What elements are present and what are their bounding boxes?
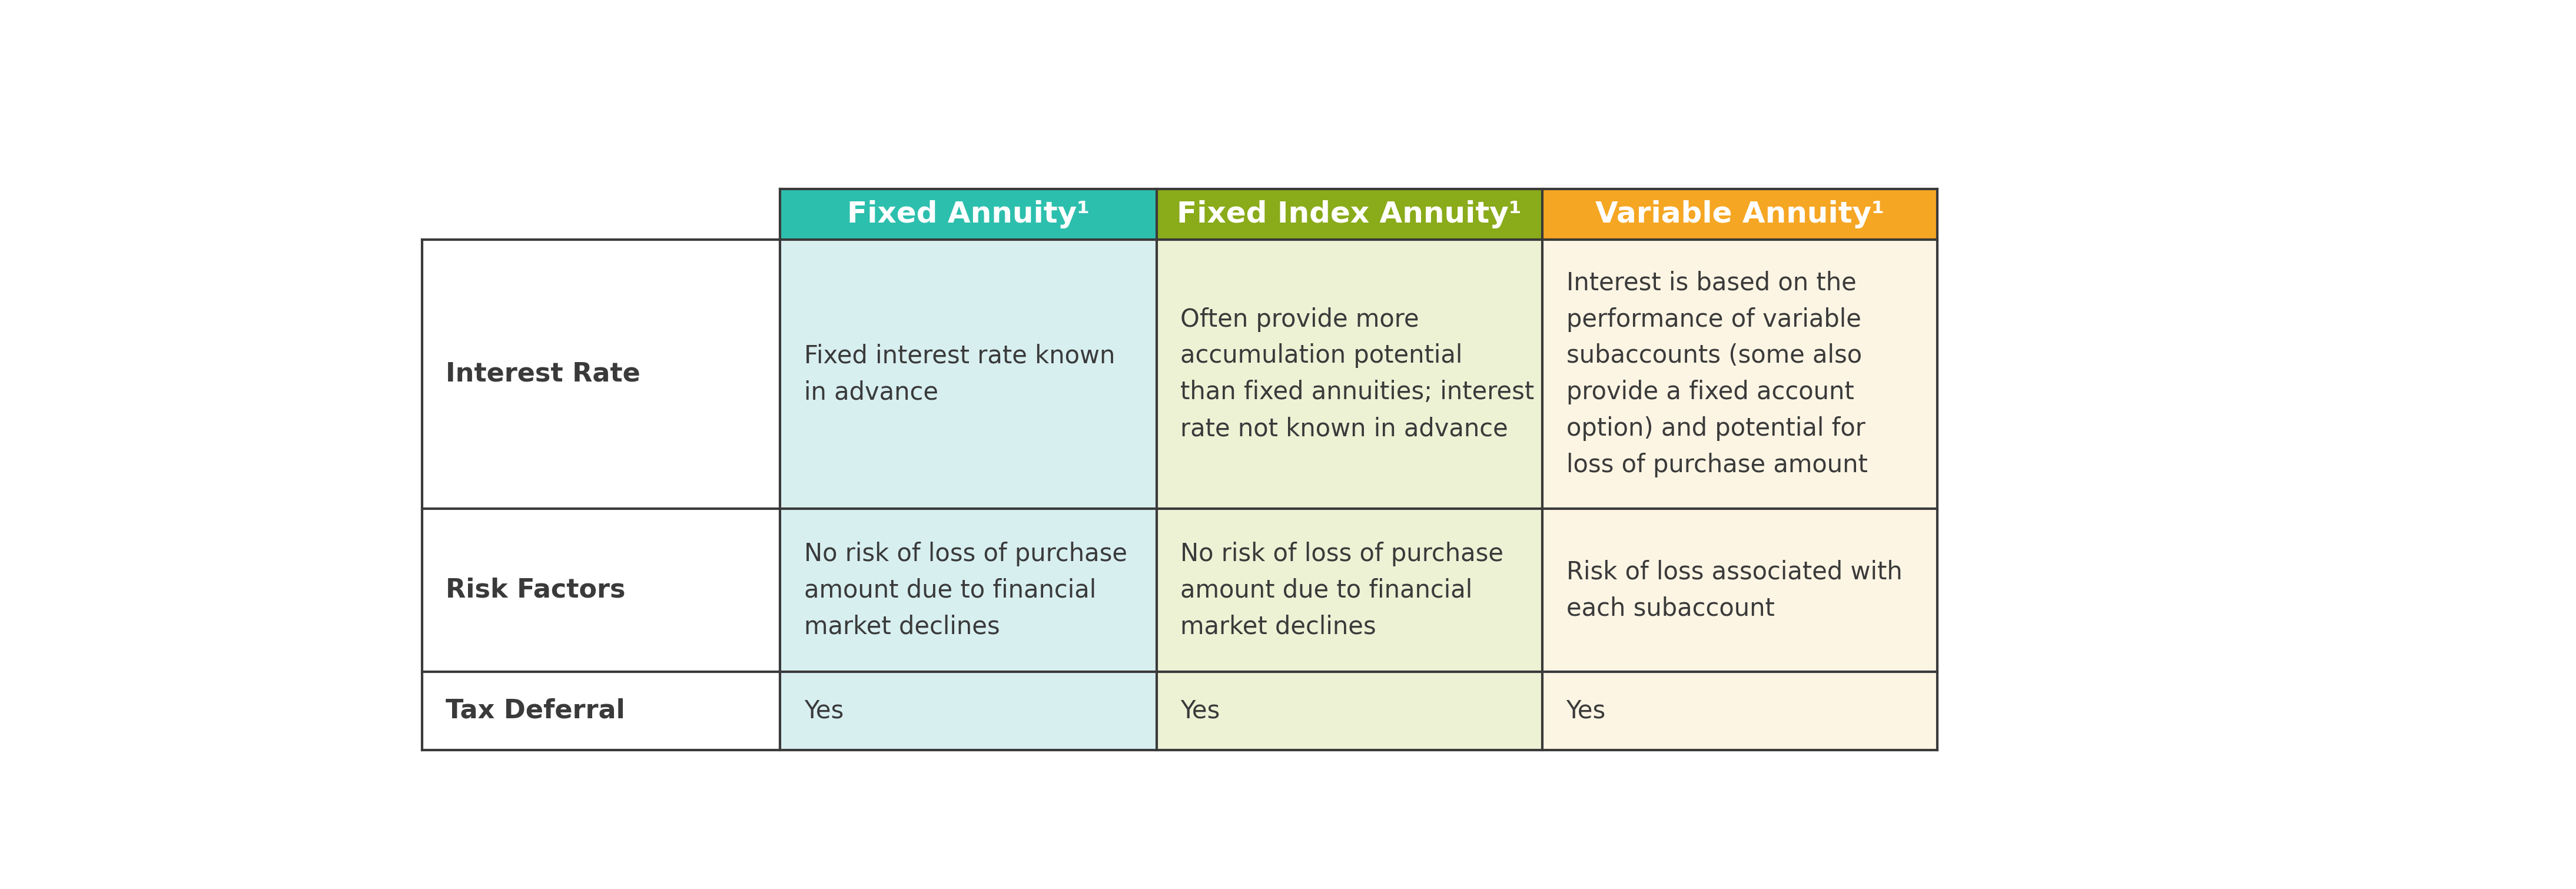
Text: Interest is based on the
performance of variable
subaccounts (some also
provide : Interest is based on the performance of … [1566, 271, 1868, 477]
Text: Often provide more
accumulation potential
than fixed annuities; interest
rate no: Often provide more accumulation potentia… [1180, 307, 1535, 441]
Bar [422, 239, 781, 509]
Text: Yes: Yes [1180, 699, 1221, 724]
Text: Risk Factors: Risk Factors [446, 578, 626, 603]
Bar [1543, 239, 1937, 509]
Bar [1157, 188, 1543, 239]
Bar [422, 671, 781, 750]
Bar [1543, 188, 1937, 239]
Text: Tax Deferral: Tax Deferral [446, 698, 626, 724]
Bar [781, 239, 1157, 509]
Text: No risk of loss of purchase
amount due to financial
market declines: No risk of loss of purchase amount due t… [1180, 541, 1504, 639]
Bar [422, 188, 1937, 750]
Bar [1157, 509, 1543, 671]
Text: Risk of loss associated with
each subaccount: Risk of loss associated with each subacc… [1566, 559, 1901, 621]
Text: Fixed Annuity¹: Fixed Annuity¹ [848, 200, 1090, 228]
Text: Fixed interest rate known
in advance: Fixed interest rate known in advance [804, 343, 1115, 404]
Bar [1543, 671, 1937, 750]
Bar [1157, 671, 1543, 750]
Bar [1157, 239, 1543, 509]
Text: Interest Rate: Interest Rate [446, 362, 641, 387]
Bar [781, 671, 1157, 750]
Text: Yes: Yes [1566, 699, 1605, 724]
Text: Fixed Index Annuity¹: Fixed Index Annuity¹ [1177, 200, 1522, 228]
Text: Variable Annuity¹: Variable Annuity¹ [1595, 200, 1883, 228]
Text: No risk of loss of purchase
amount due to financial
market declines: No risk of loss of purchase amount due t… [804, 541, 1128, 639]
Bar [1543, 509, 1937, 671]
Bar [781, 509, 1157, 671]
Bar [781, 188, 1157, 239]
Bar [422, 509, 781, 671]
Text: Yes: Yes [804, 699, 842, 724]
